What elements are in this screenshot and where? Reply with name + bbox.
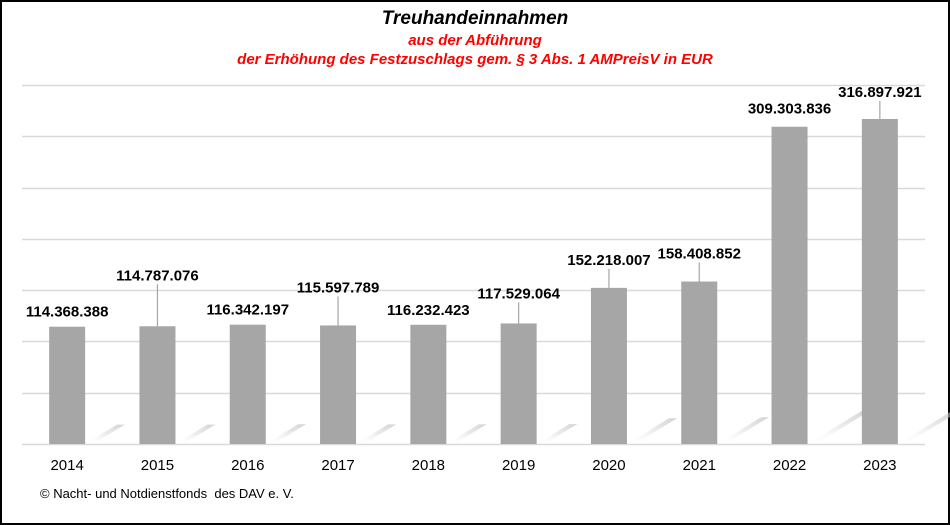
bar-shadow (626, 418, 678, 444)
data-label-2015: 114.787.076 (116, 267, 199, 284)
x-tick-label-2022: 2022 (773, 457, 806, 474)
x-tick-label-2023: 2023 (863, 457, 896, 474)
data-label-2020: 152.218.007 (567, 252, 650, 269)
bar-2014 (49, 326, 86, 444)
bar-shadow (356, 424, 397, 444)
bar-2021 (681, 281, 718, 444)
x-tick-label-2017: 2017 (321, 457, 354, 474)
bar-2017 (320, 325, 357, 444)
bar-shadow (807, 411, 870, 444)
bar-2020 (590, 287, 627, 444)
data-label-2023: 316.897.921 (838, 84, 921, 101)
bar-shadow (175, 424, 216, 444)
data-label-2021: 158.408.852 (658, 246, 741, 263)
bar-2019 (500, 323, 537, 444)
bars (49, 118, 898, 444)
data-label-2018: 116.232.423 (387, 302, 470, 319)
bar-shadow (85, 424, 125, 444)
x-tick-label-2018: 2018 (412, 457, 445, 474)
bar-2018 (410, 324, 447, 444)
bar-2015 (139, 326, 176, 444)
data-label-2017: 115.597.789 (297, 279, 380, 296)
data-label-2022: 309.303.836 (748, 101, 831, 118)
x-tick-label-2019: 2019 (502, 457, 535, 474)
bar-2022 (771, 126, 808, 444)
x-axis-tick-labels: 2014 2015 2016 2017 2018 2019 2020 2021 2022 2023 (50, 457, 896, 474)
bar-shadow (446, 424, 487, 444)
chart-subtitle-line-2: der Erhöhung des Festzuschlags gem. § 3 … (237, 51, 713, 68)
x-tick-label-2016: 2016 (231, 457, 264, 474)
data-label-2019: 117.529.064 (477, 285, 560, 302)
x-tick-label-2014: 2014 (50, 457, 83, 474)
x-tick-label-2020: 2020 (592, 457, 625, 474)
chart-title: Treuhandeinnahmen (381, 8, 569, 29)
x-tick-label-2015: 2015 (141, 457, 174, 474)
data-label-2016: 116.342.197 (206, 302, 289, 319)
bar-2023 (861, 118, 898, 444)
chart-subtitle-line-1: aus der Abführung (408, 32, 542, 49)
bar-shadows (85, 411, 950, 444)
label-connectors (156, 100, 881, 327)
data-labels: 114.368.388 114.787.076 116.342.197 115.597… (26, 84, 922, 321)
bar-2016 (229, 324, 266, 444)
bar-shadow (265, 424, 306, 444)
copyright-footer: © Nacht- und Notdienstfonds des DAV e. V… (40, 486, 294, 501)
bar-shadow (717, 417, 770, 444)
data-label-2014: 114.368.388 (26, 304, 109, 321)
x-tick-label-2021: 2021 (683, 457, 716, 474)
bar-shadow (897, 412, 950, 444)
bar-shadow (536, 424, 578, 444)
